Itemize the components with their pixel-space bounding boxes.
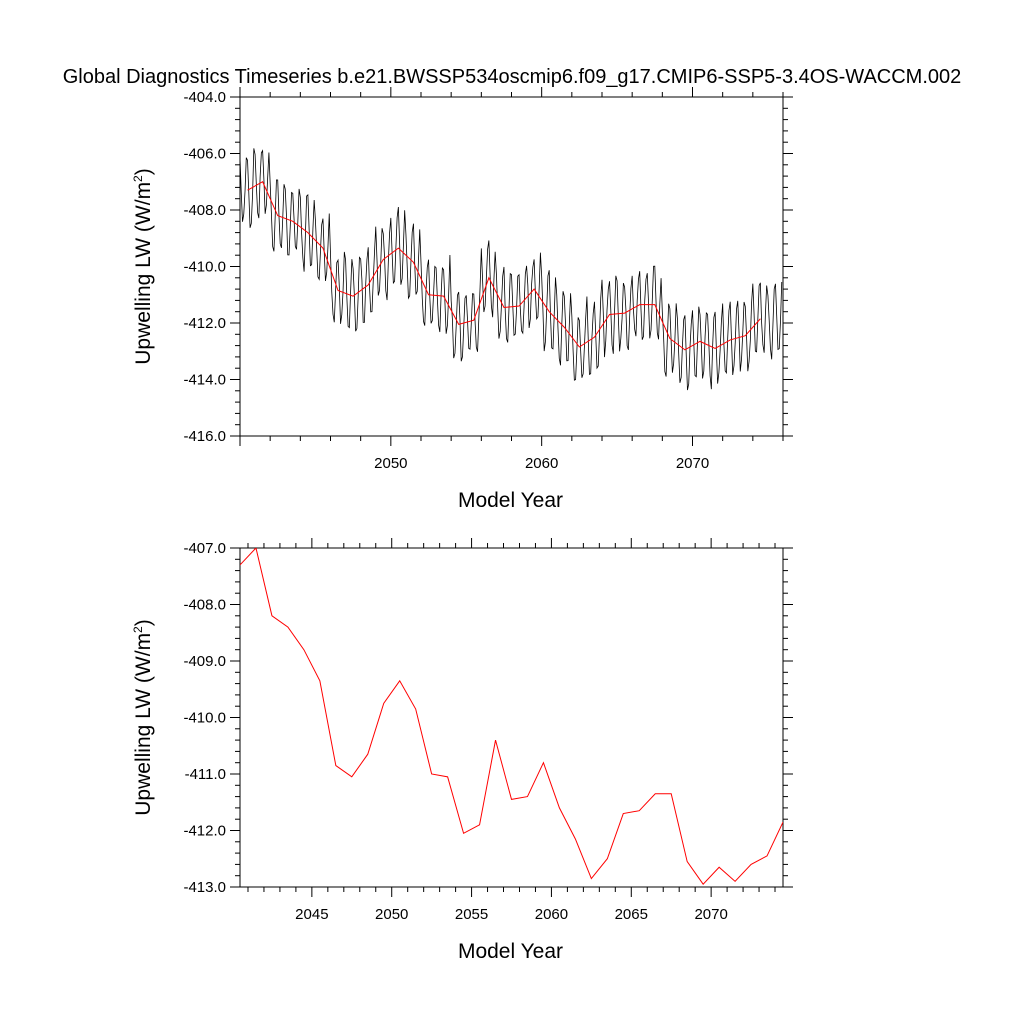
figure-title: Global Diagnostics Timeseries b.e21.BWSS… [63,66,962,88]
bottom-y-tick-label: -411.0 [185,766,226,783]
y-label-superscript: 2 [131,626,145,633]
top-x-tick-label: 2070 [676,455,709,472]
top-y-tick-label: -414.0 [183,372,226,389]
bottom-x-tick-label: 2045 [295,906,328,923]
bottom-y-tick-label: -408.0 [183,597,226,614]
top-y-tick-label: -406.0 [183,146,226,163]
bottom-x-tick-label: 2065 [615,906,648,923]
top-x-axis-label: Model Year [458,489,563,512]
y-label-main: Upwelling LW (W/m [132,633,155,816]
bottom-y-tick-label: -412.0 [183,823,226,840]
top-y-tick-label: -404.0 [183,89,226,106]
bottom-x-axis-label: Model Year [458,940,563,963]
bottom-x-tick-label: 2055 [455,906,488,923]
y-label-tail: ) [132,168,155,175]
top-panel: -416.0 -414.0 -412.0 -410.0 -408.0 -406.0 -404… [131,87,793,512]
top-x-tick-label: 2060 [525,455,558,472]
top-y-tick-label: -408.0 [183,202,226,219]
bottom-panel: -413.0 -412.0 -411.0 -410.0 -409.0 -408.0 -407… [131,538,793,963]
bottom-y-tick-label: -410.0 [183,710,226,727]
bottom-x-tick-label: 2060 [535,906,568,923]
top-monthly-series-line [240,148,783,391]
bottom-annual-mean-series-line [240,548,783,885]
y-label-main: Upwelling LW (W/m [132,182,155,365]
bottom-x-tick-label: 2050 [375,906,408,923]
top-y-tick-label: -412.0 [183,315,226,332]
top-x-tick-label: 2050 [374,455,407,472]
top-y-tick-label: -410.0 [183,259,226,276]
bottom-y-tick-label: -413.0 [183,879,226,896]
bottom-y-tick-label: -407.0 [183,540,226,557]
top-y-axis-label: Upwelling LW (W/m2) [131,168,155,364]
bottom-y-tick-label: -409.0 [183,653,226,670]
y-label-superscript: 2 [131,175,145,182]
top-plot-frame [239,96,784,437]
top-annual-mean-series-line [247,181,761,351]
bottom-x-tick-label: 2070 [694,906,727,923]
bottom-y-axis-label: Upwelling LW (W/m2) [131,619,155,815]
y-label-tail: ) [132,619,155,626]
bottom-plot-frame [239,547,784,888]
top-y-tick-label: -416.0 [183,428,226,445]
